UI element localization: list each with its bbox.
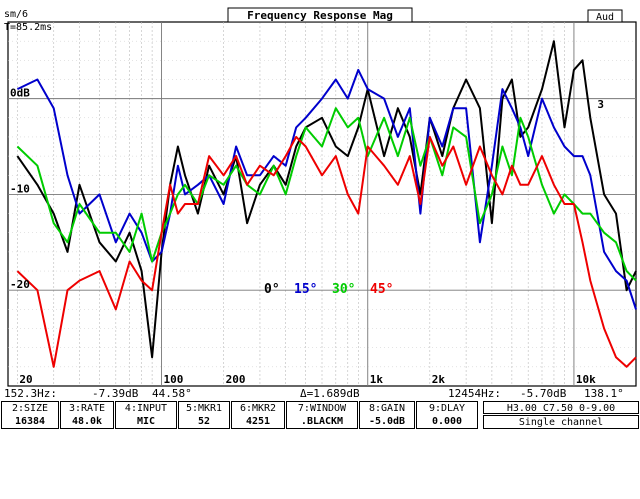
frequency-response-chart: 20 100 200 1k 2k 10k 0dB -10 -20 3 Frequency Resp… — [4, 7, 637, 387]
series-line-1 — [16, 68, 637, 310]
series-line-0 — [16, 40, 637, 359]
cursor-readout: 152.3Hz: -7.39dB 44.58° Δ=1.689dB 12454H… — [0, 387, 640, 401]
legend-item: 15° — [294, 282, 317, 297]
softkey-rate[interactable]: 3:RATE 48.0k — [60, 401, 114, 429]
series-line-2 — [16, 107, 637, 282]
chart-title: Frequency Response Mag — [247, 9, 393, 22]
legend-item: 45° — [370, 282, 393, 297]
series-line-3 — [16, 135, 637, 368]
readout-level-2: -5.70dB — [520, 387, 567, 400]
mode-badge-box[interactable] — [587, 9, 623, 23]
status-line-1: H3.00 C7.50 0-9.00 — [483, 401, 639, 414]
x-tick-label: 10k — [576, 373, 596, 386]
chart-header: Frequency Response Mag sm/6 T=85.2ms Aud — [4, 7, 623, 33]
chart-grid — [7, 21, 637, 387]
y-tick-label: -10 — [10, 182, 30, 195]
readout-delta: Δ=1.689dB — [300, 387, 360, 400]
softkey-input[interactable]: 4:INPUT MIC — [115, 401, 177, 429]
cursor-marker-label: 3 — [597, 98, 604, 111]
x-tick-label: 100 — [164, 373, 184, 386]
x-tick-label: 20 — [19, 373, 32, 386]
softkey-window[interactable]: 7:WINDOW .BLACKM — [286, 401, 358, 429]
y-tick-label: 0dB — [10, 87, 30, 100]
series-layer — [16, 40, 637, 368]
y-tick-label: -20 — [10, 278, 30, 291]
labels-layer: 20 100 200 1k 2k 10k 0dB -10 -20 3 — [10, 87, 604, 386]
readout-frequency-2: 12454Hz: — [448, 387, 501, 400]
mode-badge[interactable]: Aud — [596, 12, 614, 23]
softkey-gain[interactable]: 8:GAIN -5.0dB — [359, 401, 415, 429]
x-tick-label: 2k — [432, 373, 446, 386]
status-line-2[interactable]: Single channel — [483, 415, 639, 429]
softkey-mkr2[interactable]: 6:MKR2 4251 — [231, 401, 285, 429]
time-label: T=85.2ms — [4, 22, 52, 33]
chart-legend: 0° 15° 30° 45° — [264, 282, 393, 297]
scale-label: sm/6 — [4, 9, 28, 20]
softkey-delay[interactable]: 9:DLAY 0.000 — [416, 401, 478, 429]
title-box — [227, 7, 413, 23]
readout-phase: 44.58° — [152, 387, 192, 400]
readout-level: -7.39dB — [92, 387, 139, 400]
softkey-size[interactable]: 2:SIZE 16384 — [1, 401, 59, 429]
readout-frequency: 152.3Hz: — [4, 387, 57, 400]
x-tick-label: 1k — [370, 373, 384, 386]
legend-item: 30° — [332, 282, 355, 297]
softkey-mkr1[interactable]: 5:MKR1 52 — [178, 401, 230, 429]
legend-item: 0° — [264, 282, 280, 297]
status-panel: H3.00 C7.50 0-9.00 Single channel — [483, 401, 639, 429]
softkey-bar: 2:SIZE 16384 3:RATE 48.0k 4:INPUT MIC 5:MKR… — [0, 401, 640, 431]
readout-phase-2: 138.1° — [584, 387, 624, 400]
x-tick-label: 200 — [226, 373, 246, 386]
